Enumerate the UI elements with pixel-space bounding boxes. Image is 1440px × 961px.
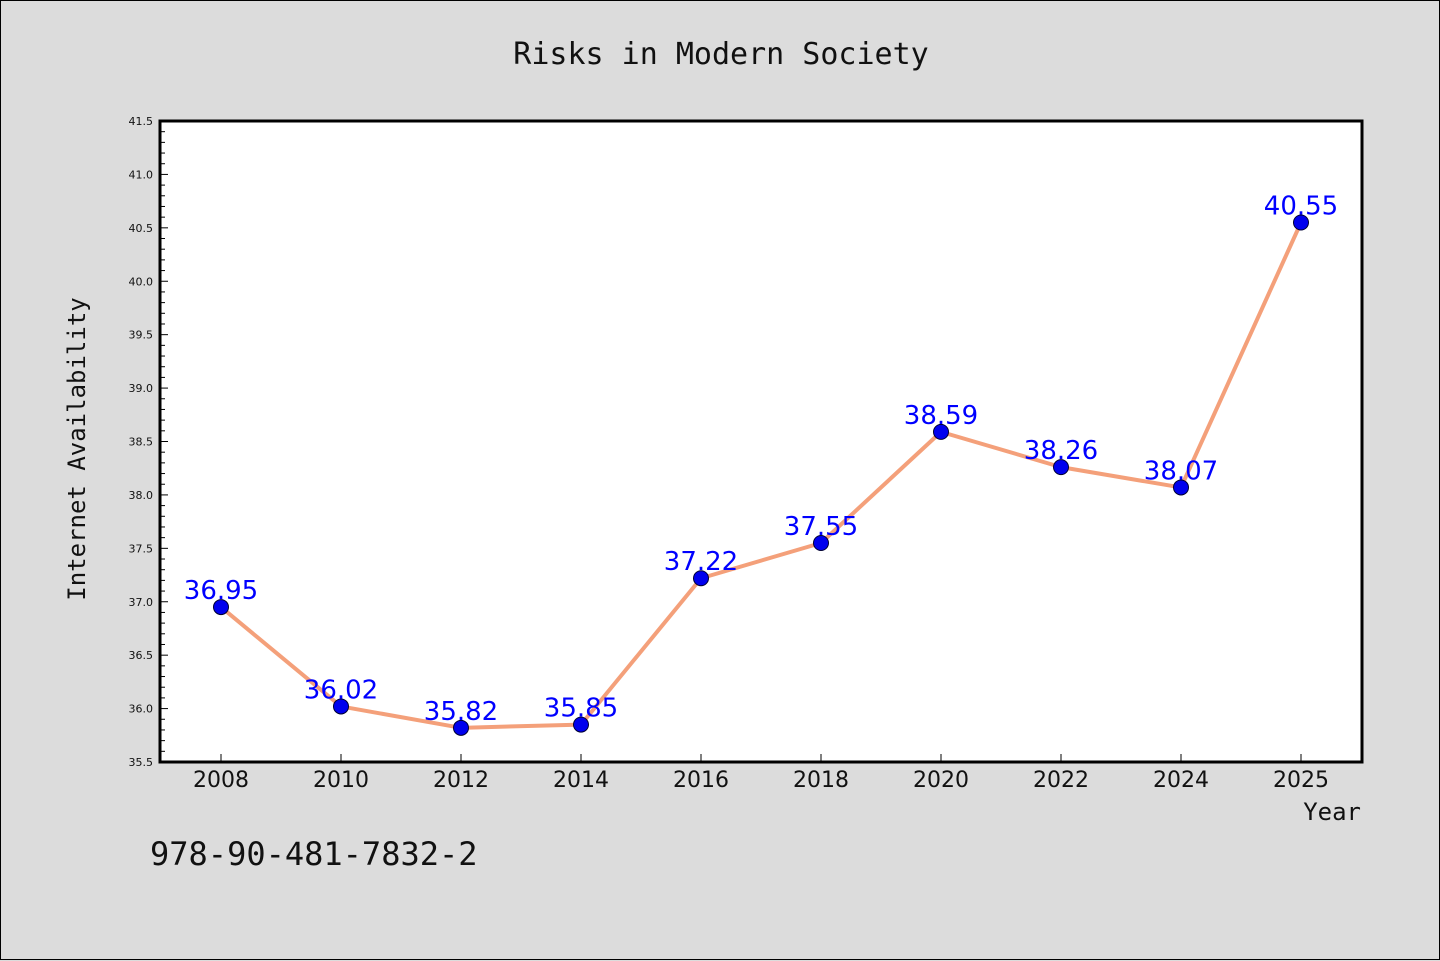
data-label: 38.59	[904, 401, 978, 431]
y-axis-label: Internet Availability	[63, 297, 91, 600]
series-line	[219, 221, 1303, 730]
data-labels: 36.95 36.02 35.82 35.85 37.22 37.55 38.59 38.26…	[184, 191, 1338, 726]
data-label: 35.85	[544, 694, 618, 724]
y-tick-label: 40.5	[129, 222, 154, 235]
data-point	[573, 716, 589, 733]
y-tick-label: 36.5	[129, 649, 154, 662]
data-label: 36.95	[184, 576, 258, 606]
y-tick-label: 41.0	[129, 168, 154, 181]
data-markers	[213, 214, 1309, 736]
data-label: 37.55	[784, 512, 858, 542]
data-label: 38.07	[1144, 456, 1218, 486]
y-tick-label: 37.0	[129, 596, 154, 609]
x-axis: 2008 2010 2012 2014 2016 2018 2020 2022 2024 2025	[193, 754, 1329, 793]
data-label: 40.55	[1264, 191, 1338, 221]
data-point	[1293, 214, 1309, 231]
data-label: 38.26	[1024, 436, 1098, 466]
data-point	[813, 534, 829, 551]
data-label: 35.82	[424, 697, 498, 727]
y-tick-label: 41.5	[129, 115, 154, 128]
data-point	[213, 599, 229, 616]
x-tick-label: 2022	[1033, 768, 1089, 793]
x-axis-label: Year	[1303, 798, 1361, 826]
x-tick-label: 2016	[673, 768, 729, 793]
data-point	[933, 423, 949, 440]
x-tick-label: 2010	[313, 768, 369, 793]
x-tick-label: 2018	[793, 768, 849, 793]
y-tick-label: 37.5	[129, 542, 154, 555]
x-tick-label: 2025	[1273, 768, 1329, 793]
chart-title: Risks in Modern Society	[513, 37, 928, 72]
data-point	[1053, 459, 1069, 476]
x-tick-label: 2012	[433, 768, 489, 793]
data-point	[693, 570, 709, 587]
data-point	[1173, 479, 1189, 496]
y-tick-label: 39.0	[129, 382, 154, 395]
y-tick-label: 40.0	[129, 275, 154, 288]
y-axis: 35.5 36.0 36.5 37.0 37.5 38.0 38.5 39.0 39.5 40.0…	[129, 115, 168, 769]
y-tick-label: 38.5	[129, 436, 154, 449]
plot-area	[158, 119, 1364, 764]
y-tick-label: 38.0	[129, 489, 154, 502]
data-point	[453, 719, 469, 736]
x-tick-label: 2024	[1153, 768, 1209, 793]
isbn-text: 978-90-481-7832-2	[150, 835, 478, 873]
y-tick-label: 39.5	[129, 329, 154, 342]
y-tick-label: 35.5	[129, 756, 154, 769]
x-tick-label: 2020	[913, 768, 969, 793]
x-tick-label: 2008	[193, 768, 249, 793]
y-tick-label: 36.0	[129, 703, 154, 716]
data-point	[333, 698, 349, 715]
data-label: 37.22	[664, 547, 738, 577]
data-label: 36.02	[304, 675, 378, 705]
x-tick-label: 2014	[553, 768, 609, 793]
